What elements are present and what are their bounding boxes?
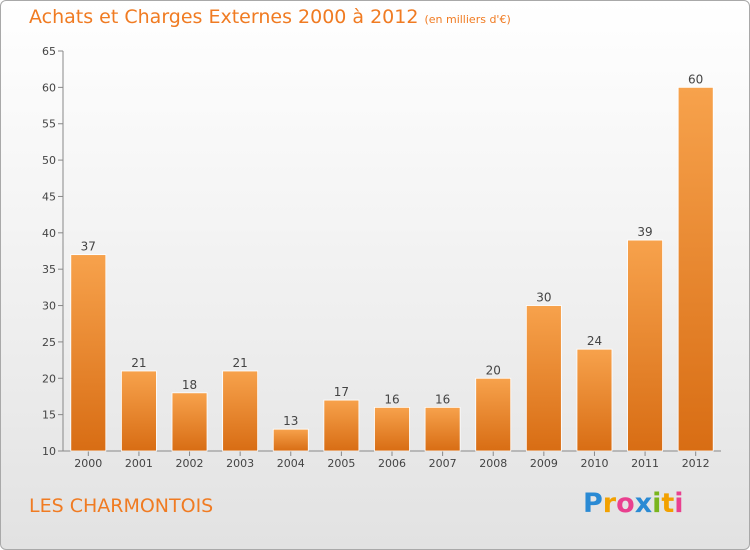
y-tick-label: 30 xyxy=(42,300,56,313)
logo-letter: o xyxy=(616,488,635,519)
y-tick-label: 20 xyxy=(42,372,56,385)
data-label: 18 xyxy=(182,378,197,392)
y-tick-label: 45 xyxy=(42,190,56,203)
data-label: 21 xyxy=(233,356,248,370)
chart-subtitle: (en milliers d'€) xyxy=(424,13,511,26)
bar xyxy=(222,370,259,452)
x-tick-label: 2002 xyxy=(176,457,204,470)
data-label: 30 xyxy=(536,291,551,305)
bar xyxy=(576,348,613,452)
bar xyxy=(525,305,562,452)
proxiti-logo: Proxiti xyxy=(583,488,684,519)
logo-letter: i xyxy=(674,488,684,519)
data-label: 39 xyxy=(637,225,652,239)
x-tick-label: 2007 xyxy=(429,457,457,470)
bar xyxy=(323,399,360,452)
data-label: 16 xyxy=(384,392,399,406)
bar xyxy=(627,239,663,452)
x-tick-label: 2008 xyxy=(479,457,507,470)
data-label: 13 xyxy=(283,414,298,428)
data-label: 20 xyxy=(486,363,501,377)
y-tick-label: 60 xyxy=(42,81,56,94)
logo-letter: P xyxy=(583,488,603,519)
data-label: 17 xyxy=(334,385,349,399)
bar xyxy=(374,406,410,452)
x-axis: 2000 2001 2002 2003 2004 2005 2006 2007 2008 2009… xyxy=(63,450,721,470)
y-tick-label: 55 xyxy=(42,118,56,131)
y-tick-label: 25 xyxy=(42,336,56,349)
x-tick-label: 2001 xyxy=(125,457,153,470)
y-tick-label: 15 xyxy=(42,409,56,422)
y-tick-label: 10 xyxy=(42,445,56,458)
y-tick-label: 65 xyxy=(42,45,56,58)
x-tick-label: 2009 xyxy=(530,457,558,470)
x-tick-label: 2003 xyxy=(226,457,254,470)
data-label: 21 xyxy=(131,356,146,370)
x-tick-label: 2004 xyxy=(277,457,305,470)
commune-name: LES CHARMONTOIS xyxy=(29,495,214,517)
bar xyxy=(677,86,714,452)
data-label: 60 xyxy=(688,72,703,86)
y-tick-label: 50 xyxy=(42,154,56,167)
x-tick-label: 2012 xyxy=(682,457,710,470)
bar xyxy=(424,406,461,452)
x-tick-label: 2005 xyxy=(327,457,355,470)
logo-letter: i xyxy=(652,488,662,519)
y-axis: 10 15 20 25 30 35 40 45 50 55 60 65 xyxy=(42,45,64,458)
bar xyxy=(272,428,309,452)
y-tick-label: 35 xyxy=(42,263,56,276)
logo-letter: x xyxy=(634,488,653,519)
logo-letter: r xyxy=(602,488,617,519)
bar xyxy=(121,370,157,452)
data-labels: 37 21 18 21 13 17 16 16 20 30 24 39 60 xyxy=(81,72,704,428)
title-text: Achats et Charges Externes 2000 à 2012 xyxy=(29,6,419,28)
bars xyxy=(70,86,714,452)
data-label: 24 xyxy=(587,334,602,348)
logo-letter: t xyxy=(661,488,675,519)
bar xyxy=(475,377,512,452)
bar xyxy=(70,254,107,452)
chart-title: Achats et Charges Externes 2000 à 2012 (e… xyxy=(29,6,511,28)
x-tick-label: 2006 xyxy=(378,457,406,470)
x-tick-label: 2000 xyxy=(74,457,102,470)
x-tick-label: 2011 xyxy=(631,457,659,470)
y-tick-label: 40 xyxy=(42,227,56,240)
data-label: 16 xyxy=(435,392,450,406)
data-label: 37 xyxy=(81,240,96,254)
x-tick-label: 2010 xyxy=(580,457,608,470)
bar xyxy=(171,392,208,452)
